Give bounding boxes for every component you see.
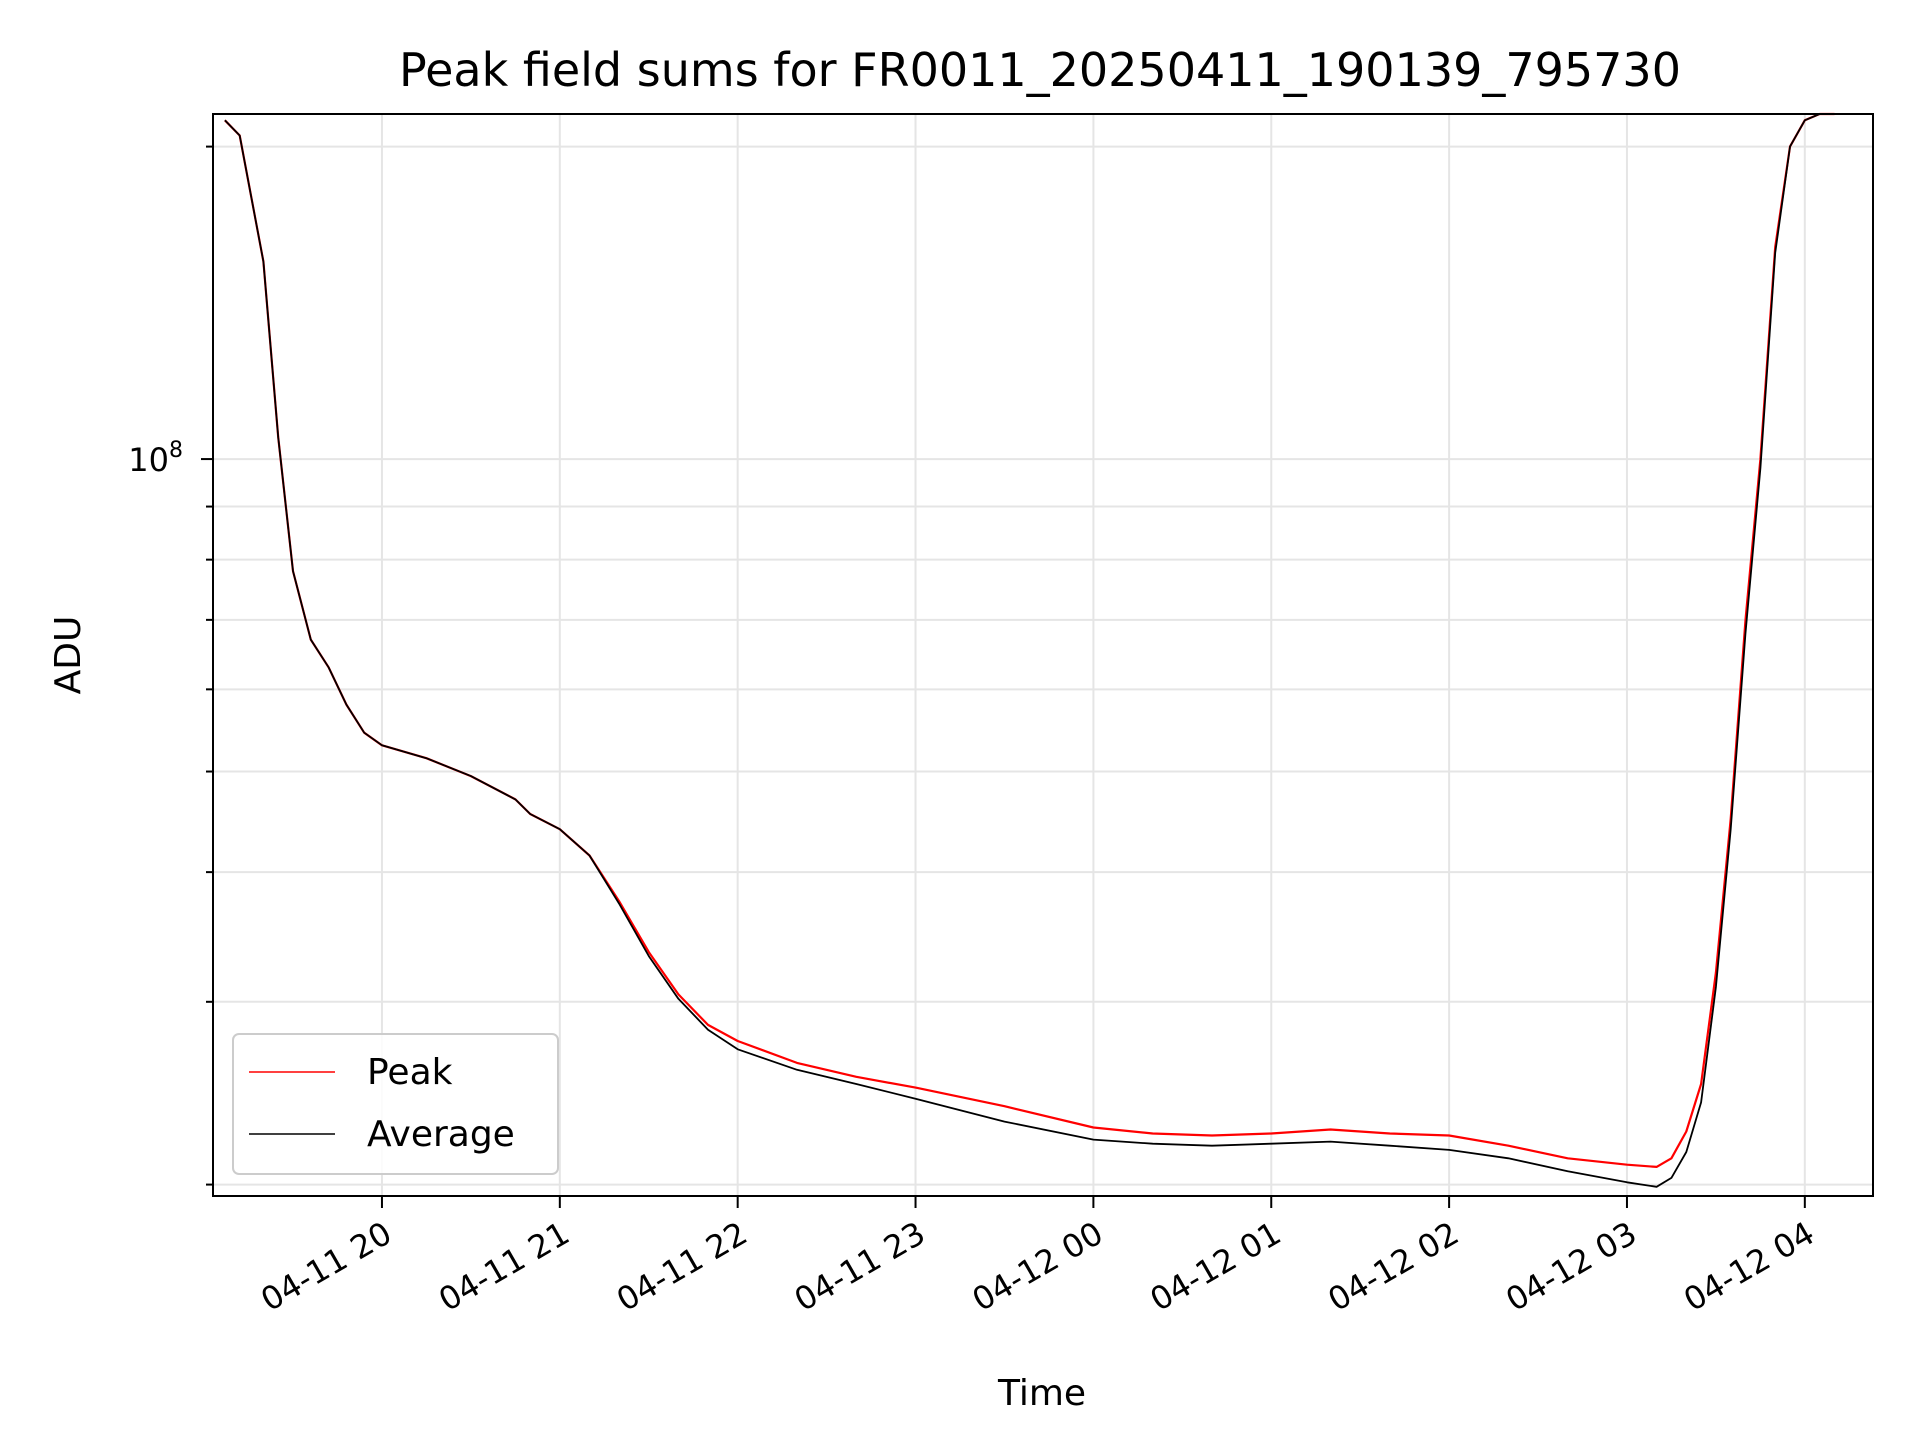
x-tick-label: 04-11 23 — [788, 1214, 932, 1319]
legend-box — [232, 1033, 559, 1175]
legend: Peak Average — [232, 1033, 559, 1175]
legend-label-peak: Peak — [367, 1052, 453, 1093]
x-tick-label: 04-11 21 — [432, 1214, 576, 1319]
series-line-peak — [224, 112, 1835, 1169]
plot-frame — [212, 113, 1874, 1197]
x-tick-label: 04-12 01 — [1144, 1214, 1288, 1319]
legend-label-average: Average — [367, 1114, 515, 1155]
series-layer — [224, 112, 1835, 1188]
x-tick-label: 04-12 00 — [966, 1214, 1110, 1319]
x-tick-label: 04-11 22 — [610, 1214, 754, 1319]
y-tick-label: 108 — [128, 438, 183, 479]
y-axis: 108 — [128, 145, 213, 1186]
x-axis-label: Time — [997, 1373, 1086, 1414]
x-axis: 04-11 20 04-11 21 04-11 22 04-11 23 04-12 00… — [254, 1196, 1821, 1319]
chart-title: Peak field sums for FR0011_20250411_1901… — [399, 43, 1681, 97]
grid — [213, 114, 1873, 1196]
series-line-average — [224, 113, 1835, 1188]
y-axis-label: ADU — [48, 616, 89, 695]
x-tick-label: 04-12 04 — [1677, 1214, 1821, 1319]
x-tick-label: 04-11 20 — [254, 1214, 398, 1319]
x-tick-label: 04-12 02 — [1322, 1214, 1466, 1319]
x-tick-label: 04-12 03 — [1499, 1214, 1643, 1319]
